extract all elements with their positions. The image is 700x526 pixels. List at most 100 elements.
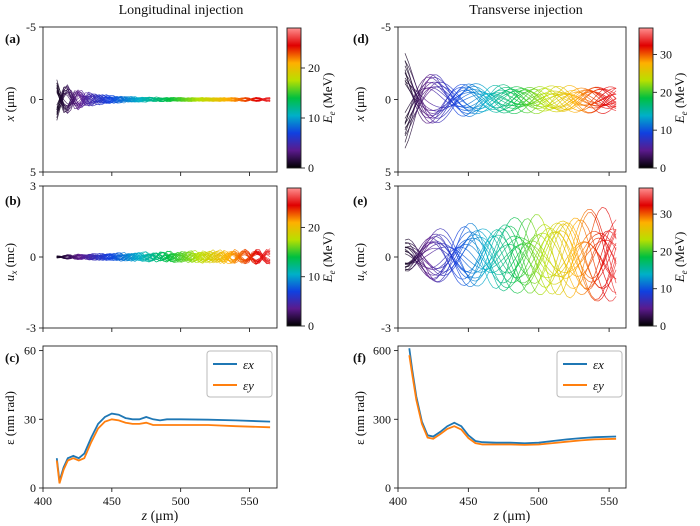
panel-d-trajectory-segment bbox=[577, 106, 582, 111]
panel-a-trajectory-segment bbox=[230, 99, 235, 102]
panel-d-trajectory-segment bbox=[404, 83, 409, 90]
panel-d-trajectory-segment bbox=[447, 100, 452, 104]
panel-d-trajectory-segment bbox=[510, 112, 515, 115]
panel-a-trajectory-segment bbox=[99, 94, 104, 99]
panel-d-trajectory-segment bbox=[559, 86, 564, 89]
panel-d-trajectory-segment bbox=[524, 88, 529, 91]
panel-b-trajectory-segment bbox=[213, 252, 217, 256]
panel-d-trajectory-segment bbox=[513, 99, 518, 104]
panel-b-trajectory-segment bbox=[230, 258, 235, 261]
panel-b-trajectory-segment bbox=[173, 255, 178, 259]
panel-d-trajectory-segment bbox=[415, 93, 420, 103]
panel-c-xlabel: z (μm) bbox=[141, 509, 179, 524]
panel-a-trajectory-segment bbox=[238, 98, 242, 101]
panel-d-trajectory-segment bbox=[408, 87, 413, 96]
title-transverse: Transverse injection bbox=[469, 3, 582, 18]
panel-b-trajectory-segment bbox=[252, 260, 257, 263]
panel-d-trajectory-segment bbox=[559, 97, 564, 100]
panel-d-trajectory-segment bbox=[408, 100, 413, 107]
panel-e-trajectory-segment bbox=[541, 281, 547, 289]
panel-d-trajectory-segment bbox=[489, 99, 494, 103]
panel-e-trajectory-segment bbox=[436, 269, 441, 273]
panel-b-trajectory-segment bbox=[149, 259, 153, 263]
panel-d-trajectory-segment bbox=[422, 92, 427, 100]
panel-d-trajectory-segment bbox=[601, 97, 606, 101]
panel-e-trajectory-segment bbox=[408, 263, 413, 267]
panel-e-trajectory-segment bbox=[447, 268, 451, 272]
panel-d-trajectory-segment bbox=[457, 98, 462, 101]
panel-e-trajectory-segment bbox=[531, 282, 536, 284]
panel-b-trajectory-segment bbox=[184, 254, 189, 259]
panel-b-trajectory-segment bbox=[74, 254, 79, 257]
panel-e-trajectory-segment bbox=[485, 229, 490, 233]
panel-e-trajectory-segment bbox=[605, 242, 610, 253]
panel-e-trajectory-segment bbox=[545, 229, 550, 237]
panel-e-trajectory-segment bbox=[447, 270, 452, 277]
panel-e-trajectory-segment bbox=[591, 253, 596, 262]
panel-d-trajectory-segment bbox=[422, 90, 427, 95]
panel-d-trajectory-segment bbox=[422, 87, 427, 90]
panel-d-trajectory-segment bbox=[422, 114, 427, 118]
panel-d-trajectory-segment bbox=[461, 95, 466, 99]
panel-e-trajectory-segment bbox=[534, 241, 539, 245]
panel-b-trajectory-segment bbox=[145, 260, 150, 263]
panel-d-trajectory-segment bbox=[471, 113, 476, 117]
panel-e-trajectory-segment bbox=[464, 275, 469, 280]
panel-e-trajectory-segment bbox=[531, 272, 536, 280]
panel-a-trajectory-segment bbox=[191, 99, 196, 102]
panel-d-trajectory-segment bbox=[549, 93, 553, 95]
panel-d-trajectory-segment bbox=[605, 86, 610, 89]
panel-d-trajectory-segment bbox=[464, 107, 469, 111]
panel-d-trajectory-segment bbox=[478, 93, 483, 96]
panel-d-trajectory-segment bbox=[580, 107, 585, 111]
panel-d-trajectory-segment bbox=[608, 102, 613, 106]
panel-d-trajectory-segment bbox=[422, 111, 427, 115]
panel-e-trajectory-segment bbox=[524, 264, 529, 276]
panel-b-trajectory-segment bbox=[99, 253, 104, 256]
panel-a-trajectory-segment bbox=[134, 99, 139, 102]
panel-e-trajectory-segment bbox=[457, 270, 462, 279]
panel-a-trajectory-segment bbox=[230, 99, 235, 101]
panel-d-trajectory-segment bbox=[513, 89, 518, 91]
panel-d-trajectory-segment bbox=[556, 108, 561, 112]
panel-e-trajectory-segment bbox=[524, 226, 529, 238]
panel-b-trajectory-segment bbox=[163, 260, 168, 263]
panel-d-trajectory-segment bbox=[591, 90, 596, 93]
panel-d-trajectory-segment bbox=[447, 105, 451, 109]
panel-d-trajectory-segment bbox=[471, 84, 476, 87]
panel-d-trajectory-segment bbox=[552, 94, 557, 101]
panel-b-trajectory-segment bbox=[166, 258, 171, 261]
panel-d-trajectory-segment bbox=[605, 91, 610, 96]
panel-b-trajectory-segment bbox=[191, 256, 196, 260]
panel-a-trajectory-segment bbox=[88, 93, 93, 99]
panel-b-trajectory-segment bbox=[188, 250, 192, 252]
panel-d-trajectory-segment bbox=[584, 87, 589, 91]
panel-e-trajectory-segment bbox=[510, 228, 515, 235]
panel-d-trajectory-segment bbox=[503, 105, 508, 108]
panel-a-trajectory-segment bbox=[252, 97, 256, 99]
panel-e-trajectory-segment bbox=[489, 236, 494, 244]
panel-d-trajectory-segment bbox=[513, 107, 518, 111]
panel-e-trajectory-segment bbox=[496, 258, 501, 268]
panel-d-trajectory-segment bbox=[425, 100, 430, 104]
panel-d-trajectory-segment bbox=[566, 99, 571, 103]
panel-a-trajectory-segment bbox=[92, 102, 96, 104]
panel-b-trajectory-segment bbox=[248, 251, 253, 258]
panel-e-trajectory-segment bbox=[552, 238, 557, 249]
panel-d-trajectory-segment bbox=[503, 98, 508, 101]
panel-b-trajectory-segment bbox=[166, 254, 171, 258]
panel-d-trajectory-segment bbox=[520, 96, 525, 102]
panel-d-trajectory-segment bbox=[524, 92, 529, 96]
panel-e-trajectory-segment bbox=[496, 264, 501, 272]
panel-e-trajectory-segment bbox=[517, 278, 522, 284]
panel-d-trajectory-segment bbox=[580, 98, 585, 103]
panel-e-trajectory-segment bbox=[527, 275, 533, 285]
panel-c-legend-box bbox=[206, 350, 273, 398]
panel-d-trajectory-segment bbox=[594, 92, 599, 98]
panel-b-trajectory-segment bbox=[117, 258, 121, 262]
panel-e-trajectory-segment bbox=[492, 236, 497, 243]
panel-e-trajectory-segment bbox=[457, 246, 462, 254]
panel-d-trajectory-segment bbox=[517, 102, 522, 105]
panel-b-trajectory-segment bbox=[180, 257, 186, 261]
panel-d-trajectory-segment bbox=[464, 101, 469, 106]
